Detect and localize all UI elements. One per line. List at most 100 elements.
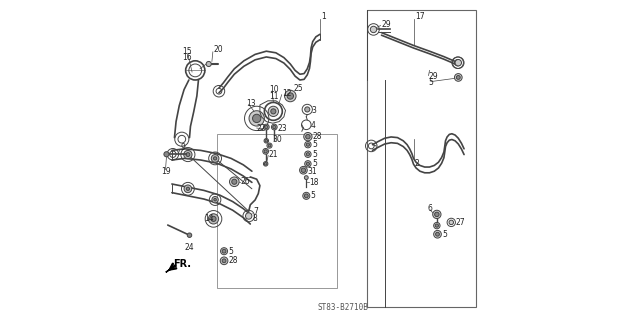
Text: 5: 5 (229, 247, 234, 256)
Text: 27: 27 (455, 218, 465, 227)
Circle shape (213, 157, 217, 160)
Circle shape (457, 76, 460, 79)
Circle shape (301, 168, 305, 172)
Text: 5: 5 (428, 78, 433, 87)
Circle shape (263, 148, 269, 154)
Circle shape (304, 176, 308, 180)
Text: 31: 31 (308, 167, 318, 176)
Circle shape (455, 60, 462, 66)
Circle shape (287, 93, 293, 99)
Circle shape (246, 213, 252, 219)
Bar (367, 10, 476, 307)
Text: 29: 29 (382, 20, 391, 28)
Text: 26: 26 (240, 177, 250, 186)
Circle shape (305, 141, 311, 148)
Text: 22: 22 (257, 124, 266, 132)
Text: ST83-B2710B: ST83-B2710B (318, 303, 368, 312)
Circle shape (455, 74, 462, 81)
Circle shape (264, 162, 268, 166)
Text: 5: 5 (312, 159, 317, 168)
Text: FR.: FR. (173, 259, 192, 269)
Circle shape (187, 233, 192, 237)
Circle shape (211, 155, 219, 162)
Circle shape (304, 194, 308, 198)
Circle shape (306, 153, 309, 156)
Circle shape (206, 61, 211, 67)
Circle shape (267, 143, 272, 148)
Text: 4: 4 (311, 121, 316, 130)
Circle shape (265, 140, 267, 142)
Circle shape (306, 143, 309, 146)
Text: 1: 1 (321, 12, 326, 20)
Circle shape (272, 125, 276, 129)
Circle shape (253, 114, 261, 123)
Text: 20: 20 (213, 45, 223, 54)
Text: 23: 23 (277, 124, 287, 132)
Circle shape (284, 90, 296, 102)
Circle shape (184, 185, 192, 193)
Circle shape (305, 161, 311, 167)
Text: 9: 9 (180, 143, 185, 152)
Text: 28: 28 (312, 132, 322, 141)
Circle shape (222, 259, 226, 263)
Text: 21: 21 (269, 150, 278, 159)
Text: 13: 13 (246, 99, 256, 108)
Text: 6: 6 (428, 204, 433, 213)
Text: 5: 5 (311, 191, 316, 200)
Circle shape (212, 196, 218, 203)
Text: 18: 18 (309, 178, 319, 187)
Circle shape (186, 153, 190, 156)
Circle shape (214, 198, 217, 201)
Circle shape (264, 163, 267, 165)
Circle shape (271, 109, 276, 114)
Text: 12: 12 (283, 89, 292, 98)
Circle shape (432, 210, 441, 219)
Circle shape (434, 212, 439, 217)
Circle shape (455, 60, 461, 66)
Circle shape (264, 150, 267, 153)
Circle shape (208, 214, 218, 224)
Circle shape (434, 230, 441, 238)
Circle shape (264, 139, 269, 143)
Circle shape (268, 106, 279, 116)
Circle shape (268, 144, 271, 147)
Circle shape (249, 111, 264, 126)
Text: 24: 24 (185, 243, 194, 252)
Text: 10: 10 (269, 85, 279, 94)
Circle shape (232, 179, 237, 184)
Circle shape (304, 132, 312, 141)
Text: 19: 19 (161, 167, 171, 176)
Circle shape (434, 222, 440, 229)
Circle shape (300, 166, 307, 174)
Circle shape (271, 124, 277, 130)
Text: 11: 11 (269, 92, 278, 100)
Text: 17: 17 (415, 12, 425, 20)
Text: 3: 3 (311, 106, 316, 115)
Text: 15: 15 (182, 47, 191, 56)
Text: 28: 28 (229, 256, 238, 265)
Circle shape (186, 187, 189, 190)
Circle shape (229, 177, 239, 187)
Text: 5: 5 (312, 140, 317, 149)
Bar (217, 134, 337, 288)
Text: 2: 2 (415, 159, 419, 168)
Polygon shape (166, 268, 171, 272)
Circle shape (211, 216, 216, 221)
Text: 29: 29 (429, 72, 438, 81)
Circle shape (184, 150, 192, 159)
Circle shape (435, 224, 438, 227)
Circle shape (370, 26, 377, 33)
Circle shape (164, 152, 169, 157)
Text: 7: 7 (253, 207, 258, 216)
Circle shape (220, 248, 227, 255)
Text: 30: 30 (272, 135, 283, 144)
Circle shape (220, 257, 228, 265)
Text: 5: 5 (312, 150, 317, 159)
Circle shape (305, 134, 310, 139)
Circle shape (265, 125, 268, 129)
Circle shape (305, 107, 310, 112)
Circle shape (222, 249, 226, 253)
Circle shape (264, 124, 269, 130)
Circle shape (303, 192, 310, 199)
Circle shape (306, 162, 309, 165)
